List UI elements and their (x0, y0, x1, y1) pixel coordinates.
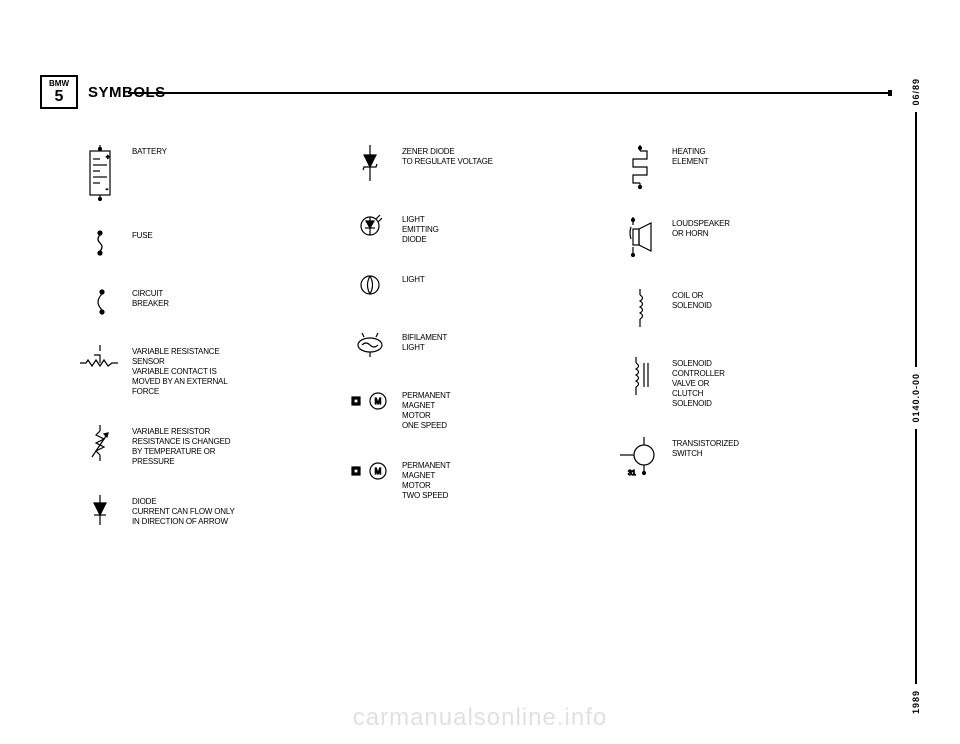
col-2: ZENER DIODETO REGULATE VOLTAGE LIGHTEMIT… (350, 145, 620, 714)
sym-zener: ZENER DIODETO REGULATE VOLTAGE (350, 145, 620, 185)
sym-var-res-sensor: VARIABLE RESISTANCESENSORVARIABLE CONTAC… (80, 345, 350, 397)
rail-line-2 (915, 429, 917, 684)
sym-motor-2: M PERMANENTMAGNETMOTORTWO SPEED (350, 459, 620, 501)
label: SOLENOIDCONTROLLERVALVE ORCLUTCHSOLENOID (672, 357, 725, 409)
sym-fuse: FUSE (80, 229, 350, 259)
battery-icon: + - (80, 145, 120, 201)
sym-coil: COIL ORSOLENOID (620, 289, 890, 329)
sym-light: LIGHT (350, 273, 620, 303)
rail-line-1 (915, 112, 917, 367)
var-res-sensor-icon (80, 345, 120, 375)
led-icon (350, 213, 390, 243)
speaker-icon (620, 217, 660, 261)
sym-var-resistor: VARIABLE RESISTORRESISTANCE IS CHANGEDBY… (80, 425, 350, 467)
label: VARIABLE RESISTANCESENSORVARIABLE CONTAC… (132, 345, 227, 397)
date-code: 06/89 (911, 78, 921, 106)
sym-battery: + - BATTERY (80, 145, 350, 201)
sym-diode: DIODECURRENT CAN FLOW ONLYIN DIRECTION O… (80, 495, 350, 529)
label: LOUDSPEAKEROR HORN (672, 217, 730, 239)
var-resistor-icon (80, 425, 120, 465)
label: FUSE (132, 229, 153, 241)
sym-breaker: CIRCUITBREAKER (80, 287, 350, 317)
label: BIFILAMENTLIGHT (402, 331, 447, 353)
coil-icon (620, 289, 660, 329)
motor-1-icon: M (350, 389, 390, 419)
col-3: HEATINGELEMENT LOUDSPEAKEROR HORN (620, 145, 890, 714)
sym-speaker: LOUDSPEAKEROR HORN (620, 217, 890, 261)
label: COIL ORSOLENOID (672, 289, 712, 311)
label: PERMANENTMAGNETMOTORTWO SPEED (402, 459, 450, 501)
col-1: + - BATTERY (80, 145, 350, 714)
header: BMW 5 SYMBOLS (40, 75, 890, 109)
label: LIGHT (402, 273, 425, 285)
label: LIGHTEMITTINGDIODE (402, 213, 439, 245)
sym-solenoid-valve: SOLENOIDCONTROLLERVALVE ORCLUTCHSOLENOID (620, 357, 890, 409)
trans-switch-icon: 31 (620, 437, 660, 477)
label: ZENER DIODETO REGULATE VOLTAGE (402, 145, 493, 167)
label: DIODECURRENT CAN FLOW ONLYIN DIRECTION O… (132, 495, 235, 527)
sym-led: LIGHTEMITTINGDIODE (350, 213, 620, 245)
header-rule (128, 92, 890, 94)
zener-icon (350, 145, 390, 185)
symbol-columns: + - BATTERY (80, 145, 890, 714)
svg-text:31: 31 (628, 470, 636, 477)
solenoid-valve-icon (620, 357, 660, 397)
svg-text:M: M (375, 467, 382, 476)
svg-text:+: + (106, 155, 110, 161)
light-icon (350, 273, 390, 303)
svg-text:M: M (375, 397, 382, 406)
label: BATTERY (132, 145, 167, 157)
sym-bifilament: BIFILAMENTLIGHT (350, 331, 620, 361)
label: VARIABLE RESISTORRESISTANCE IS CHANGEDBY… (132, 425, 230, 467)
sym-heater: HEATINGELEMENT (620, 145, 890, 189)
doc-code: 0140.0-00 (911, 373, 921, 423)
label: HEATINGELEMENT (672, 145, 708, 167)
brand-top: BMW (49, 80, 69, 88)
fuse-icon (80, 229, 120, 259)
label: TRANSISTORIZEDSWITCH (672, 437, 739, 459)
bifilament-icon (350, 331, 390, 361)
year: 1989 (911, 690, 921, 714)
label: PERMANENTMAGNETMOTORONE SPEED (402, 389, 450, 431)
brand-bottom: 5 (55, 89, 64, 105)
breaker-icon (80, 287, 120, 317)
sym-trans-switch: 31 TRANSISTORIZEDSWITCH (620, 437, 890, 477)
sym-motor-1: M PERMANENTMAGNETMOTORONE SPEED (350, 389, 620, 431)
diode-icon (80, 495, 120, 529)
right-rail: 06/89 0140.0-00 1989 (906, 78, 926, 714)
page: BMW 5 SYMBOLS + - (40, 75, 890, 714)
label: CIRCUITBREAKER (132, 287, 169, 309)
heater-icon (620, 145, 660, 189)
svg-text:-: - (106, 187, 108, 193)
motor-2-icon: M (350, 459, 390, 489)
brand-badge: BMW 5 (40, 75, 78, 109)
